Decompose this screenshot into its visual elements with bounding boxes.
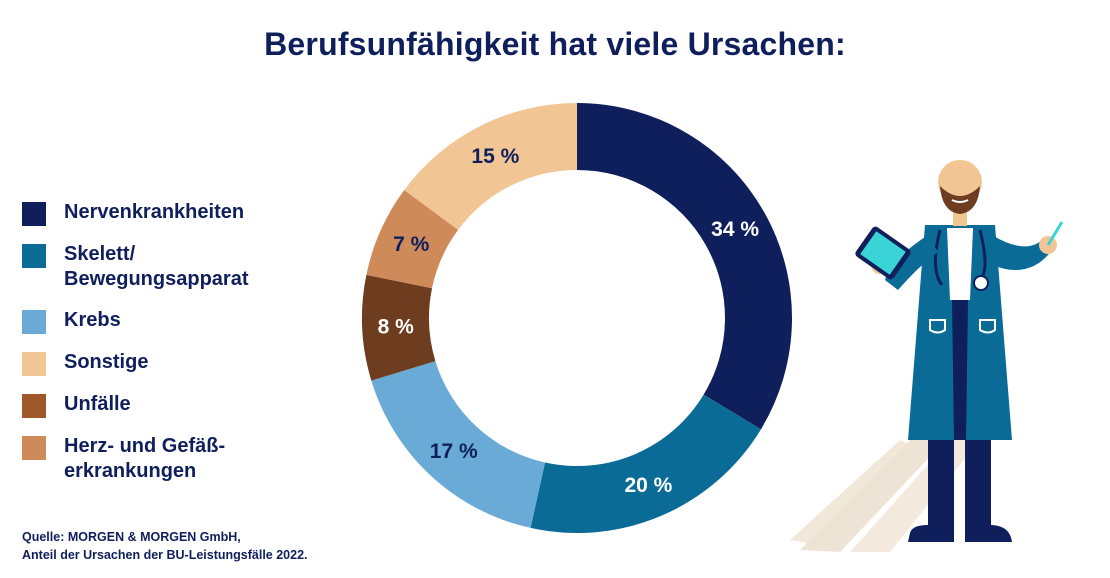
- legend-item: Skelett/ Bewegungsapparat: [22, 242, 322, 292]
- legend-label: Sonstige: [64, 351, 149, 373]
- donut-slice: [371, 361, 546, 528]
- donut-slice: [577, 103, 792, 430]
- legend-label: Unfälle: [64, 393, 131, 415]
- source-note: Quelle: MORGEN & MORGEN GmbH, Anteil der…: [22, 528, 308, 564]
- doctor-illustration-icon: [790, 160, 1064, 552]
- slice-label: 17 %: [430, 440, 478, 463]
- legend-item: Krebs: [22, 308, 322, 334]
- legend-swatch: [22, 244, 46, 268]
- pen-icon: [1046, 221, 1064, 246]
- source-line-1: Quelle: MORGEN & MORGEN GmbH,: [22, 530, 241, 544]
- legend-swatch: [22, 436, 46, 460]
- slice-label: 8 %: [378, 315, 415, 338]
- legend-label: Nervenkrankheiten: [64, 201, 245, 223]
- slice-label: 34 %: [711, 218, 759, 241]
- source-line-2: Anteil der Ursachen der BU-Leistungsfäll…: [22, 548, 308, 562]
- legend-item: Herz- und Gefäß- erkrankungen: [22, 434, 322, 484]
- legend-item: Unfälle: [22, 392, 322, 418]
- legend-swatch: [22, 202, 46, 226]
- legend-swatch: [22, 394, 46, 418]
- legend-item: Nervenkrankheiten: [22, 200, 322, 226]
- chart-legend: Nervenkrankheiten Skelett/ Bewegungsappar…: [22, 200, 322, 500]
- donut-slice: [366, 190, 459, 289]
- slice-label: 15 %: [471, 145, 519, 168]
- donut-slice: [530, 394, 761, 533]
- legend-swatch: [22, 352, 46, 376]
- legend-item: Sonstige: [22, 350, 322, 376]
- donut-slice: [404, 102, 577, 230]
- tablet-icon: [855, 226, 911, 280]
- chart-title: Berufsunfähigkeit hat viele Ursachen:: [264, 26, 846, 62]
- legend-label: Herz- und Gefäß- erkrankungen: [64, 435, 226, 482]
- legend-swatch: [22, 310, 46, 334]
- donut-slice: [361, 274, 436, 381]
- legend-label: Krebs: [64, 309, 121, 331]
- legend-label: Skelett/ Bewegungsapparat: [64, 243, 249, 290]
- slice-label: 7 %: [393, 233, 430, 256]
- slice-label: 20 %: [624, 474, 672, 497]
